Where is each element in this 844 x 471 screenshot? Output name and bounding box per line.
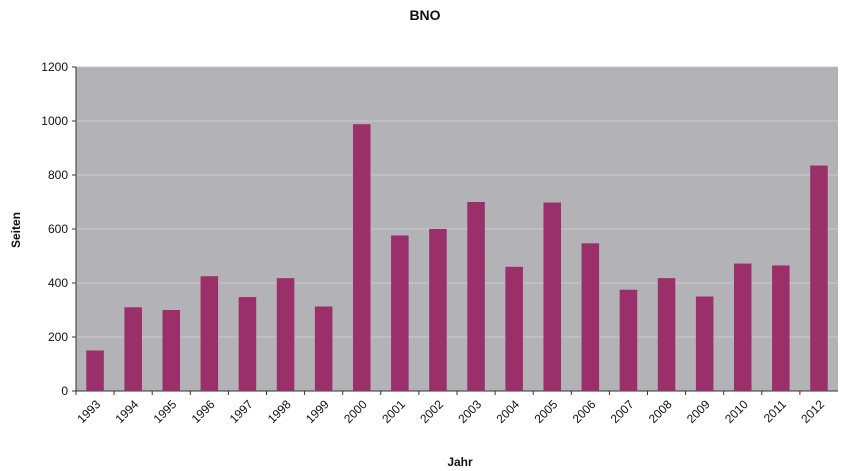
bar-2007 <box>619 289 638 391</box>
bar-2003 <box>467 202 485 391</box>
bar-2006 <box>581 243 600 391</box>
bar-1997 <box>238 297 257 391</box>
bar-2008 <box>657 278 676 391</box>
y-tick-label: 1200 <box>41 60 68 74</box>
y-tick-label: 800 <box>48 168 68 182</box>
bar-2001 <box>391 235 409 391</box>
bar-2011 <box>772 265 790 391</box>
y-tick-label: 0 <box>61 384 68 398</box>
bar-1993 <box>86 350 104 391</box>
bar-2009 <box>695 296 714 391</box>
bar-2004 <box>505 266 523 391</box>
bar-1994 <box>124 307 142 391</box>
y-tick-label: 600 <box>48 222 68 236</box>
bar-1998 <box>276 278 295 391</box>
bar-1999 <box>314 306 333 391</box>
bar-2010 <box>733 263 752 391</box>
chart-title: BNO <box>409 7 440 23</box>
bar-2012 <box>810 165 828 391</box>
x-axis-title: Jahr <box>447 455 473 469</box>
y-axis-title: Seiten <box>9 212 23 248</box>
bar-1995 <box>162 310 181 391</box>
bar-1996 <box>200 276 219 391</box>
y-tick-label: 1000 <box>41 114 68 128</box>
y-tick-label: 400 <box>48 276 68 290</box>
bar-2002 <box>429 229 447 391</box>
bar-2005 <box>543 202 562 391</box>
bar-2000 <box>352 124 371 392</box>
y-tick-label: 200 <box>48 330 68 344</box>
